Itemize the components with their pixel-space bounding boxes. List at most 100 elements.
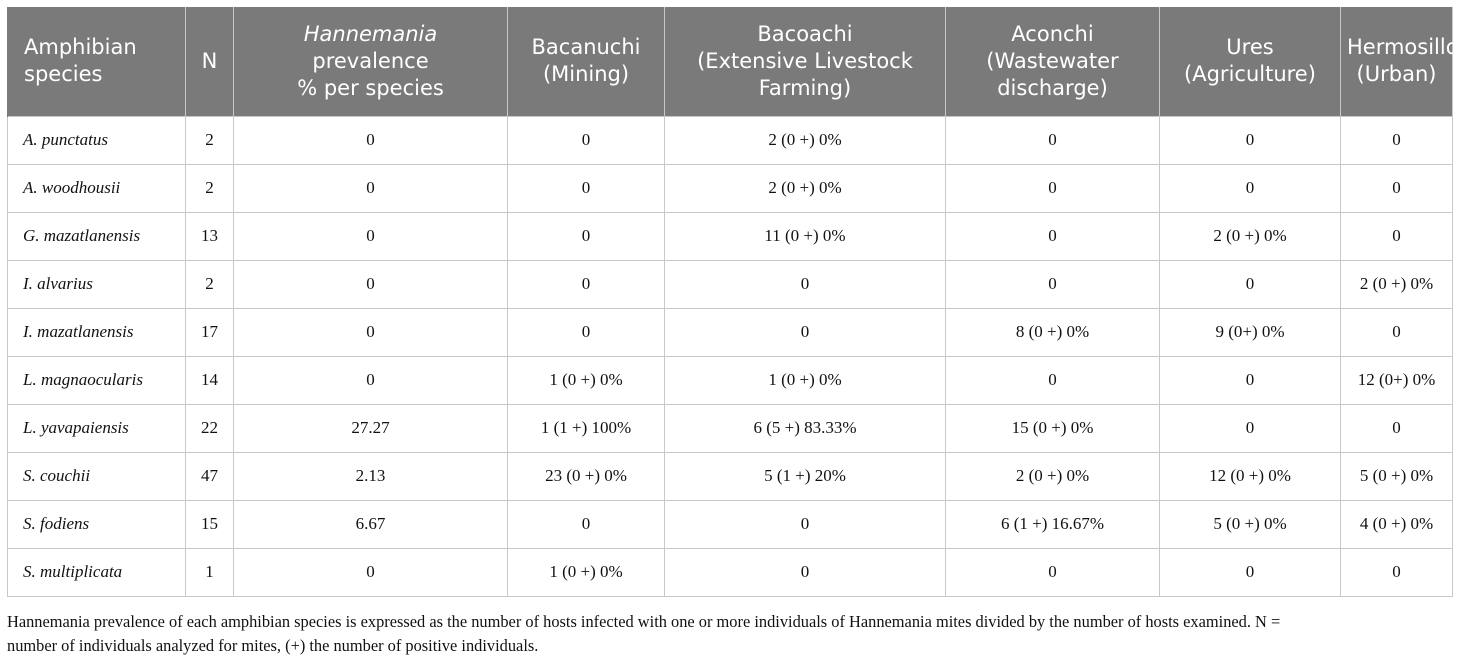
cell-hermosillo: 0 [1340,163,1453,213]
cell-bacanuchi: 23 (0 +) 0% [507,451,665,501]
cell-aconchi: 6 (1 +) 16.67% [945,499,1160,549]
header-n: N [185,7,234,116]
cell-n: 14 [185,355,234,405]
cell-bacanuchi: 0 [507,259,665,309]
cell-ures: 0 [1159,115,1341,165]
header-row: Amphibian species N Hannemania prevalenc… [7,7,1459,116]
cell-species: A. woodhousii [7,163,186,213]
prevalence-table: Amphibian species N Hannemania prevalenc… [7,7,1459,597]
header-ures: Ures (Agriculture) [1159,7,1341,116]
cell-prevalence: 2.13 [233,451,508,501]
cell-bacoachi: 1 (0 +) 0% [664,355,946,405]
cell-n: 2 [185,115,234,165]
cell-aconchi: 0 [945,163,1160,213]
header-bacanuchi: Bacanuchi (Mining) [507,7,665,116]
cell-species: S. couchii [7,451,186,501]
cell-n: 17 [185,307,234,357]
header-bacoachi-line1: Bacoachi [757,21,853,46]
cell-aconchi: 0 [945,211,1160,261]
header-hermosillo-line2: (Urban) [1356,62,1437,87]
table-row: A. woodhousii 2 0 0 2 (0 +) 0% 0 0 0 [7,163,1453,213]
cell-bacanuchi: 1 (0 +) 0% [507,547,665,597]
cell-prevalence: 0 [233,355,508,405]
cell-prevalence: 0 [233,307,508,357]
header-prevalence: Hannemania prevalence % per species [233,7,508,116]
cell-bacanuchi: 0 [507,163,665,213]
cell-hermosillo: 0 [1340,307,1453,357]
table-row: I. mazatlanensis 17 0 0 0 8 (0 +) 0% 9 (0+) 0%… [7,307,1453,357]
cell-bacoachi: 2 (0 +) 0% [664,115,946,165]
cell-prevalence: 27.27 [233,403,508,453]
header-aconchi-line3: discharge) [997,75,1108,100]
cell-n: 1 [185,547,234,597]
cell-bacoachi: 11 (0 +) 0% [664,211,946,261]
cell-bacoachi: 2 (0 +) 0% [664,163,946,213]
cell-bacanuchi: 1 (1 +) 100% [507,403,665,453]
cell-bacanuchi: 1 (0 +) 0% [507,355,665,405]
cell-bacoachi: 0 [664,259,946,309]
header-prevalence-line3: % per species [297,75,444,100]
cell-n: 13 [185,211,234,261]
cell-hermosillo: 4 (0 +) 0% [1340,499,1453,549]
table-footnote: Hannemania prevalence of each amphibian … [7,610,1455,658]
header-ures-line2: (Agriculture) [1184,62,1316,87]
cell-ures: 12 (0 +) 0% [1159,451,1341,501]
cell-species: G. mazatlanensis [7,211,186,261]
cell-hermosillo: 12 (0+) 0% [1340,355,1453,405]
header-prevalence-line2: prevalence [312,48,429,73]
table-header: Amphibian species N Hannemania prevalenc… [7,7,1459,116]
table-row: S. couchii 47 2.13 23 (0 +) 0% 5 (1 +) 20% 2 … [7,451,1453,501]
cell-ures: 0 [1159,547,1341,597]
header-bacanuchi-line2: (Mining) [542,62,630,87]
header-aconchi-line1: Aconchi [1011,21,1094,46]
cell-bacoachi: 6 (5 +) 83.33% [664,403,946,453]
header-species: Amphibian species [7,7,186,116]
cell-n: 2 [185,163,234,213]
cell-bacanuchi: 0 [507,307,665,357]
header-ures-line1: Ures [1226,35,1274,60]
cell-ures: 0 [1159,259,1341,309]
cell-bacanuchi: 0 [507,211,665,261]
cell-bacoachi: 0 [664,547,946,597]
cell-ures: 0 [1159,163,1341,213]
cell-bacanuchi: 0 [507,115,665,165]
header-n-label: N [201,48,218,73]
cell-aconchi: 0 [945,547,1160,597]
footnote-line2: number of individuals analyzed for mites… [7,636,539,655]
data-table-container: Amphibian species N Hannemania prevalenc… [7,7,1459,597]
cell-aconchi: 0 [945,115,1160,165]
header-hermosillo-line1: Hermosillo [1347,35,1459,60]
cell-aconchi: 0 [945,355,1160,405]
cell-species: S. multiplicata [7,547,186,597]
table-row: S. multiplicata 1 0 1 (0 +) 0% 0 0 0 0 [7,547,1453,597]
header-bacoachi: Bacoachi (Extensive Livestock Farming) [664,7,946,116]
cell-prevalence: 0 [233,211,508,261]
cell-species: I. alvarius [7,259,186,309]
cell-species: L. yavapaiensis [7,403,186,453]
cell-n: 2 [185,259,234,309]
header-species-line1: Amphibian [24,35,137,60]
cell-bacanuchi: 0 [507,499,665,549]
cell-prevalence: 0 [233,259,508,309]
cell-hermosillo: 0 [1340,547,1453,597]
cell-ures: 0 [1159,355,1341,405]
footnote-line1: Hannemania prevalence of each amphibian … [7,612,1281,631]
cell-aconchi: 2 (0 +) 0% [945,451,1160,501]
table-row: S. fodiens 15 6.67 0 0 6 (1 +) 16.67% 5 (0 +) … [7,499,1453,549]
table-row: G. mazatlanensis 13 0 0 11 (0 +) 0% 0 2 (0 +) … [7,211,1453,261]
cell-hermosillo: 0 [1340,115,1453,165]
table-row: L. magnaocularis 14 0 1 (0 +) 0% 1 (0 +) 0% 0… [7,355,1453,405]
table-body: A. punctatus 2 0 0 2 (0 +) 0% 0 0 0 A. woodhousi… [7,115,1453,597]
header-hermosillo: Hermosillo (Urban) [1340,7,1459,116]
cell-prevalence: 0 [233,115,508,165]
cell-species: L. magnaocularis [7,355,186,405]
header-bacoachi-line3: Farming) [758,75,852,100]
cell-hermosillo: 0 [1340,403,1453,453]
cell-prevalence: 0 [233,547,508,597]
cell-bacoachi: 5 (1 +) 20% [664,451,946,501]
table-row: A. punctatus 2 0 0 2 (0 +) 0% 0 0 0 [7,115,1453,165]
cell-hermosillo: 0 [1340,211,1453,261]
cell-ures: 9 (0+) 0% [1159,307,1341,357]
cell-n: 47 [185,451,234,501]
cell-bacoachi: 0 [664,307,946,357]
